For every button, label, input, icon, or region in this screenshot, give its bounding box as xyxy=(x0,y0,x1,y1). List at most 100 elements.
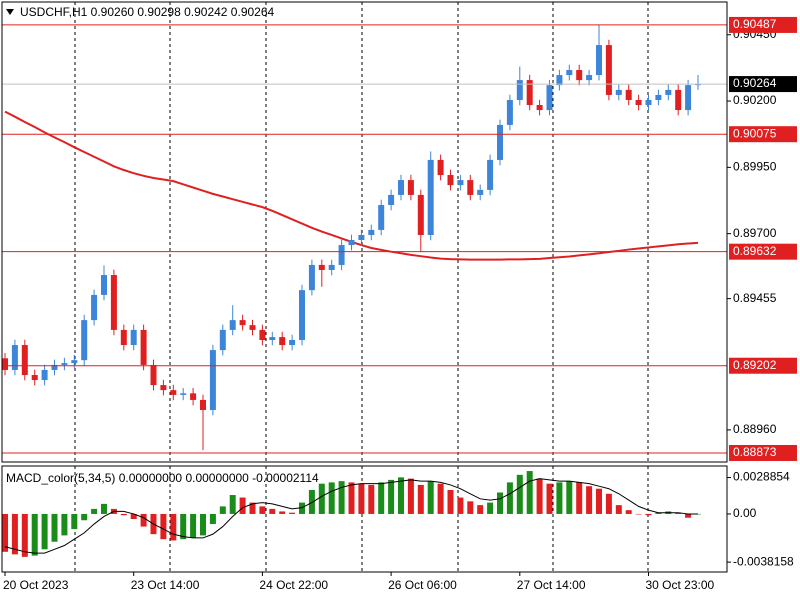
candle-body xyxy=(417,194,424,235)
x-tick-label: 24 Oct 22:00 xyxy=(259,578,328,592)
x-tick-label: 30 Oct 23:00 xyxy=(646,578,715,592)
menu-arrow[interactable] xyxy=(6,9,14,15)
macd-bar xyxy=(279,511,286,514)
candle-body xyxy=(675,89,682,111)
y-tick-label: -0.0038158 xyxy=(733,554,794,568)
candle-body xyxy=(368,229,375,235)
candle-body xyxy=(289,340,296,346)
macd-bar xyxy=(170,513,177,541)
macd-bar xyxy=(546,483,553,514)
macd-bar xyxy=(506,482,513,514)
macd-bar xyxy=(91,508,98,514)
macd-bar xyxy=(596,488,602,514)
macd-bar xyxy=(358,483,365,514)
macd-bar xyxy=(190,513,197,538)
candle-body xyxy=(536,105,543,111)
level-label: 0.90075 xyxy=(733,126,777,140)
macd-bar xyxy=(417,484,424,514)
macd-bar xyxy=(308,489,315,514)
y-tick-label: 0.00 xyxy=(733,506,757,520)
macd-bar xyxy=(239,497,246,514)
macd-bar xyxy=(21,513,28,557)
candle-body xyxy=(269,337,276,341)
macd-bar xyxy=(328,482,335,514)
macd-bar xyxy=(556,482,563,514)
macd-bar xyxy=(605,493,612,514)
macd-bar xyxy=(259,506,266,514)
candle-body xyxy=(487,159,494,190)
macd-bar xyxy=(566,481,573,514)
candle-body xyxy=(308,264,315,291)
candle-body xyxy=(219,329,226,351)
y-tick-label: 0.89700 xyxy=(733,226,777,240)
candle-body xyxy=(586,75,593,81)
y-tick-label: 0.89950 xyxy=(733,160,777,174)
macd-bar xyxy=(120,513,127,516)
macd-bar xyxy=(615,505,622,514)
macd-bar xyxy=(467,501,474,514)
candle-body xyxy=(556,75,563,86)
candle-body xyxy=(200,399,206,411)
candle-body xyxy=(259,329,266,341)
candle-body xyxy=(2,358,8,370)
macd-bar xyxy=(249,502,256,514)
macd-bar xyxy=(229,495,236,514)
macd-bar xyxy=(200,513,206,536)
candle-body xyxy=(655,94,662,100)
candle-body xyxy=(358,234,365,241)
signal-line xyxy=(4,478,698,554)
candle-body xyxy=(546,85,553,111)
candle-body xyxy=(41,369,48,381)
candle-body xyxy=(190,393,197,400)
macd-bar xyxy=(71,513,78,530)
y-tick-label: 0.90200 xyxy=(733,93,777,107)
macd-bar xyxy=(477,505,484,514)
macd-bar xyxy=(447,489,454,514)
candle-body xyxy=(338,245,345,265)
candle-body xyxy=(180,393,187,395)
candle-body xyxy=(81,320,88,361)
candle-body xyxy=(71,360,78,364)
macd-bar xyxy=(140,513,147,527)
candle-body xyxy=(407,180,414,195)
candle-body xyxy=(239,320,246,326)
candle-body xyxy=(11,345,18,370)
candle-body xyxy=(101,275,107,295)
macd-bar xyxy=(437,483,444,514)
candle-body xyxy=(477,189,484,195)
current-price-label: 0.90264 xyxy=(733,76,777,90)
level-label: 0.88873 xyxy=(733,445,777,459)
candle-body xyxy=(566,70,573,76)
candle-body xyxy=(51,364,58,370)
macd-bar xyxy=(209,513,216,525)
candle-body xyxy=(140,329,147,365)
macd-bar xyxy=(299,502,305,514)
candle-body xyxy=(695,84,701,86)
macd-title: MACD_color(5,34,5) 0.00000000 0.00000000… xyxy=(6,471,319,485)
macd-bar xyxy=(269,508,276,514)
candle-body xyxy=(388,194,395,206)
macd-bar xyxy=(51,513,58,542)
axes: 0.904500.902000.899500.897000.894550.889… xyxy=(3,16,797,592)
macd-bar xyxy=(526,471,533,514)
candle-body xyxy=(576,70,583,81)
macd-bar xyxy=(407,478,414,514)
level-label: 0.90487 xyxy=(733,17,777,31)
candle-body xyxy=(61,363,68,365)
macd-bar xyxy=(586,486,593,514)
candle-body xyxy=(516,80,523,100)
macd-bar xyxy=(289,512,296,514)
macd-bar xyxy=(219,506,226,514)
price-frame xyxy=(1,1,728,463)
level-box xyxy=(729,126,797,143)
x-tick-label: 23 Oct 14:00 xyxy=(131,578,200,592)
candle-body xyxy=(685,85,692,111)
macd-bar xyxy=(101,503,107,514)
candle-body xyxy=(91,294,98,321)
candle-body xyxy=(635,99,642,106)
level-label: 0.89632 xyxy=(733,244,777,258)
current-price-box xyxy=(729,76,797,93)
price-title: USDCHF,H1 0.90260 0.90298 0.90242 0.9026… xyxy=(20,5,275,19)
x-tick-label: 27 Oct 14:00 xyxy=(517,578,586,592)
